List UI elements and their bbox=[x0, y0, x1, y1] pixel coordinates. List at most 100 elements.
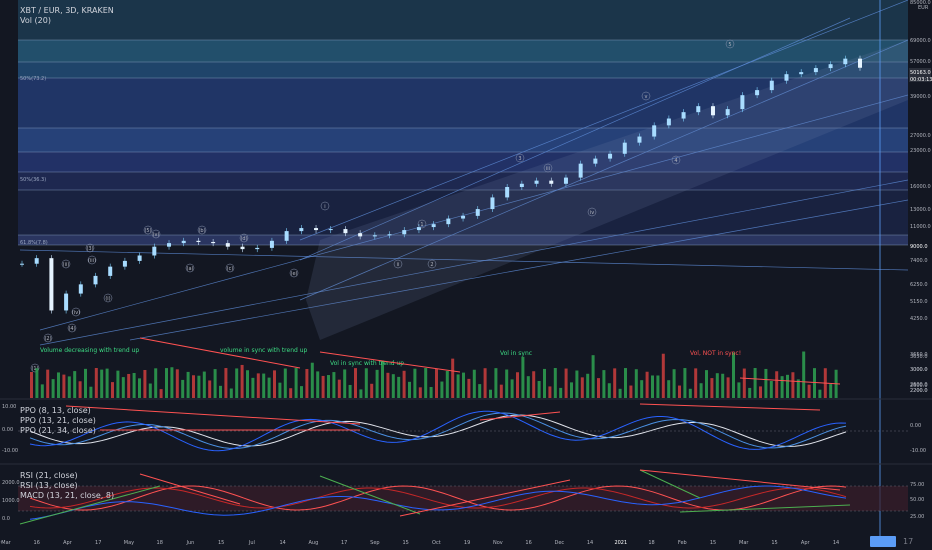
volume-bar-69 bbox=[402, 370, 406, 398]
ppo-label-2[interactable]: PPO (13, 21, close) bbox=[20, 416, 96, 425]
rsi-divergence-6 bbox=[679, 504, 851, 513]
time-tick-9: 14 bbox=[279, 540, 285, 546]
time-tick-26: Apr bbox=[801, 540, 811, 546]
volume-bar-12 bbox=[94, 368, 98, 398]
volume-bar-83 bbox=[478, 384, 482, 398]
volume-bar-53 bbox=[316, 371, 320, 398]
rsi-divergence-2 bbox=[319, 475, 421, 515]
candle-33 bbox=[505, 187, 510, 198]
rsi-legend: RSI (21, close) RSI (13, close) MACD (13… bbox=[20, 471, 114, 501]
volume-bar-31 bbox=[197, 375, 201, 398]
volume-bar-140 bbox=[786, 374, 789, 398]
rsi-line-1 bbox=[29, 487, 847, 509]
volume-bar-91 bbox=[521, 356, 525, 398]
fib-zone-4 bbox=[18, 152, 908, 172]
volume-bar-15 bbox=[111, 382, 114, 398]
footer-right-label: 17 bbox=[903, 537, 914, 546]
volume-bar-137 bbox=[769, 380, 773, 398]
volume-tick-0: 3650.0 bbox=[910, 354, 928, 360]
wave-mark-4 bbox=[143, 225, 153, 235]
wave-label-3: (4) bbox=[68, 326, 75, 332]
currency-label: EUR bbox=[918, 5, 929, 11]
volume-bar-131 bbox=[737, 382, 741, 398]
wave-mark-5 bbox=[185, 263, 195, 273]
candle-7 bbox=[122, 260, 127, 267]
volume-bar-88 bbox=[505, 369, 509, 398]
candle-18 bbox=[284, 231, 289, 241]
symbol-label[interactable]: XBT / EUR, 3D, KRAKEN bbox=[20, 6, 114, 15]
volume-bar-135 bbox=[759, 386, 762, 398]
volume-bar-116 bbox=[656, 375, 660, 398]
macd-label[interactable]: MACD (13, 21, close, 8) bbox=[20, 491, 115, 500]
volume-annotation-0: Volume decreasing with trend up bbox=[40, 347, 139, 354]
volume-bar-106 bbox=[602, 370, 606, 398]
price-tick-7: 13000.0 bbox=[910, 207, 931, 213]
price-tick-extra: 9000.0 bbox=[910, 244, 928, 250]
volume-annotation-1: volume in sync with trend up bbox=[220, 347, 308, 354]
volume-bar-148 bbox=[829, 384, 833, 398]
candle-34 bbox=[519, 183, 524, 188]
price-tick-14: 3000.0 bbox=[910, 367, 928, 373]
time-tick-0: Mar bbox=[1, 540, 11, 546]
wave-label-8: (d) bbox=[240, 236, 247, 242]
volume-bar-68 bbox=[397, 376, 401, 398]
volume-bar-120 bbox=[678, 385, 681, 398]
chevron-left-icon[interactable]: ‹ bbox=[0, 538, 3, 546]
ppo-label-1[interactable]: PPO (8, 13, close) bbox=[20, 406, 91, 415]
price-tick-4: 27000.0 bbox=[910, 133, 931, 139]
candle-11 bbox=[181, 240, 186, 244]
candle-40 bbox=[608, 153, 613, 159]
volume-indicator-label[interactable]: Vol (20) bbox=[20, 16, 51, 25]
volume-bar-37 bbox=[229, 388, 233, 398]
price-tick-5: 23000.0 bbox=[910, 148, 931, 154]
volume-bar-125 bbox=[705, 370, 708, 398]
volume-bar-5 bbox=[57, 372, 60, 398]
price-tick-3: 39000.0 bbox=[910, 94, 931, 100]
volume-bar-4 bbox=[51, 379, 55, 398]
time-tick-16: Nov bbox=[493, 540, 503, 546]
volume-tick-3: 2200.0 bbox=[910, 388, 928, 394]
volume-bar-76 bbox=[440, 381, 444, 398]
wave-mark-22 bbox=[515, 153, 525, 163]
candle-17 bbox=[269, 240, 274, 248]
volume-bar-77 bbox=[445, 370, 449, 398]
volume-bar-54 bbox=[321, 375, 325, 398]
fib-zone-1 bbox=[18, 62, 908, 78]
wave-label-10: (i) bbox=[105, 296, 110, 302]
volume-bar-98 bbox=[559, 387, 563, 398]
time-tick-13: 15 bbox=[402, 540, 408, 546]
candle-26 bbox=[402, 230, 407, 235]
fib-zone-3 bbox=[18, 128, 908, 152]
volume-bar-24 bbox=[159, 389, 163, 398]
ppo-label-3[interactable]: PPO (21, 34, close) bbox=[20, 426, 96, 435]
wave-mark-20 bbox=[417, 219, 427, 229]
volume-bar-145 bbox=[813, 368, 816, 398]
volume-bar-84 bbox=[483, 368, 487, 398]
wave-mark-13 bbox=[71, 307, 81, 317]
time-tick-25: 15 bbox=[771, 540, 777, 546]
rsi-right-tick-0: 75.00 bbox=[910, 482, 924, 488]
rsi-label-2[interactable]: RSI (13, close) bbox=[20, 481, 78, 490]
volume-bar-20 bbox=[138, 378, 141, 398]
volume-bar-32 bbox=[202, 371, 206, 398]
volume-bar-87 bbox=[499, 384, 503, 398]
time-tick-6: Jun bbox=[186, 540, 195, 546]
wave-mark-2 bbox=[85, 243, 95, 253]
volume-bar-55 bbox=[327, 375, 330, 398]
wave-mark-10 bbox=[103, 293, 113, 303]
volume-bar-112 bbox=[634, 369, 638, 398]
cursor-time-label bbox=[870, 536, 896, 547]
candle-13 bbox=[211, 241, 216, 244]
volume-bar-109 bbox=[618, 388, 622, 398]
time-tick-27: 14 bbox=[833, 540, 839, 546]
volume-bar-50 bbox=[300, 386, 303, 398]
rsi-label-1[interactable]: RSI (21, close) bbox=[20, 471, 78, 480]
volume-bar-23 bbox=[154, 368, 158, 398]
candle-1 bbox=[34, 258, 39, 264]
price-tick-11: 5150.0 bbox=[910, 299, 928, 305]
ppo-legend: PPO (8, 13, close) PPO (13, 21, close) P… bbox=[20, 406, 96, 436]
wave-mark-15 bbox=[320, 201, 330, 211]
rsi-divergence-1 bbox=[139, 473, 241, 505]
candle-37 bbox=[563, 177, 568, 184]
